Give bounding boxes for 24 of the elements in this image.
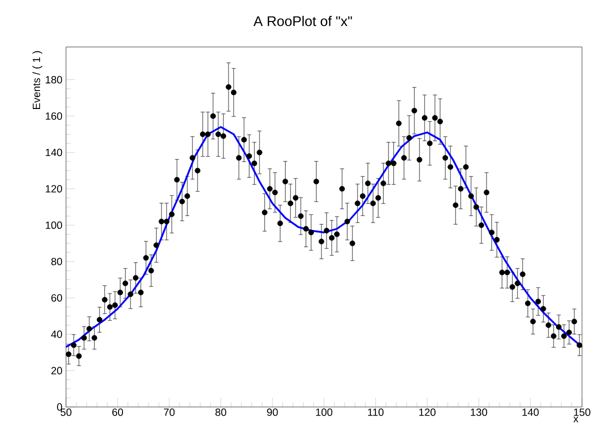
y-axis-title: Events / ( 1 ) bbox=[32, 51, 42, 109]
x-tick-label: 80 bbox=[215, 408, 226, 416]
x-tick-label: 120 bbox=[419, 408, 436, 416]
x-tick-label: 130 bbox=[470, 408, 488, 416]
x-tick-label: 60 bbox=[112, 408, 124, 416]
y-tick-label: 160 bbox=[46, 112, 62, 120]
y-tick-label: 0 bbox=[57, 403, 62, 411]
x-tick-label: 70 bbox=[164, 408, 175, 416]
y-tick-label: 140 bbox=[46, 148, 62, 156]
y-tick-label: 80 bbox=[51, 258, 62, 266]
y-tick-label: 120 bbox=[46, 185, 62, 193]
x-tick-label: 140 bbox=[522, 408, 539, 416]
x-tick-label: 110 bbox=[368, 408, 384, 416]
y-tick-label: 40 bbox=[51, 330, 62, 338]
x-tick-label: 50 bbox=[60, 408, 72, 416]
chart-title: A RooPlot of "x" bbox=[254, 16, 352, 26]
x-axis-title: x bbox=[573, 416, 578, 422]
y-tick-label: 20 bbox=[51, 366, 62, 374]
y-tick-label: 60 bbox=[51, 294, 62, 302]
y-tick-label: 180 bbox=[46, 76, 62, 84]
x-tick-label: 90 bbox=[267, 408, 278, 416]
y-tick-label: 100 bbox=[46, 221, 62, 229]
x-tick-label: 100 bbox=[316, 408, 332, 416]
x-tick-label: 150 bbox=[574, 408, 590, 416]
